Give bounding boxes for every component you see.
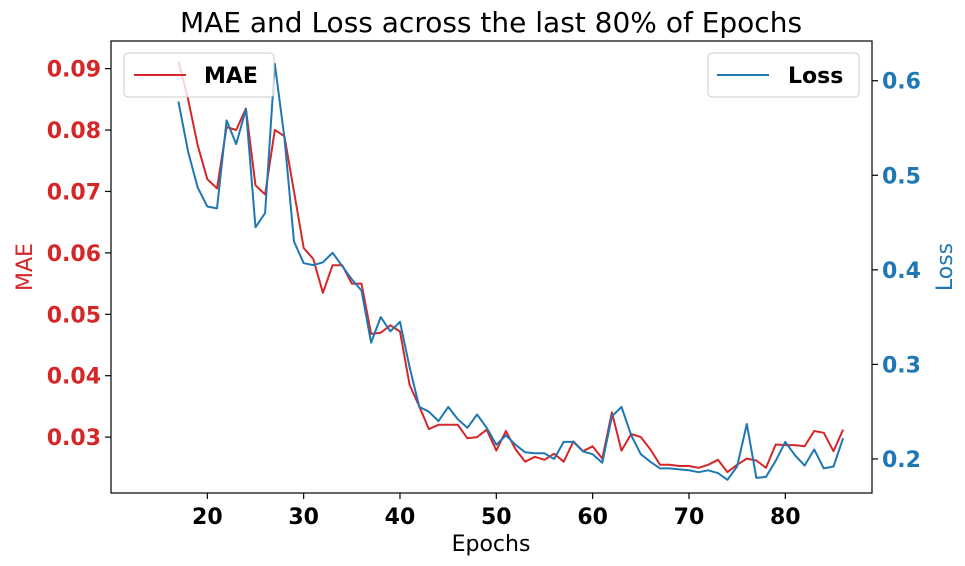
- y-left-tick-label: 0.08: [47, 119, 101, 144]
- x-tick-label: 50: [481, 505, 512, 530]
- x-tick-label: 20: [192, 505, 223, 530]
- legend-loss-label: Loss: [788, 64, 843, 89]
- x-tick-label: 70: [674, 505, 705, 530]
- series-layer: [177, 61, 845, 481]
- plot-frame: [110, 40, 873, 494]
- y-axis-left-label: MAE: [13, 243, 38, 291]
- y-right-tick-label: 0.3: [882, 353, 921, 378]
- y-left-tick-label: 0.07: [47, 180, 101, 205]
- y-left-tick-label: 0.09: [47, 58, 101, 83]
- x-axis-label: Epochs: [452, 532, 531, 557]
- legend-mae-label: MAE: [204, 64, 258, 89]
- y-left-tick-label: 0.06: [47, 242, 101, 267]
- legend-mae-box: [123, 52, 275, 98]
- y-right-tick-label: 0.4: [882, 259, 921, 284]
- y-left-tick-label: 0.05: [47, 303, 101, 328]
- series-line-loss: [177, 62, 845, 481]
- y-left-tick-label: 0.03: [47, 426, 101, 451]
- plot-area: [110, 40, 873, 494]
- plot-background: [111, 41, 872, 493]
- x-tick-label: 60: [577, 505, 608, 530]
- legend-loss: Loss: [707, 52, 860, 98]
- y-right-tick-label: 0.5: [882, 164, 921, 189]
- legend-loss-box: [707, 52, 860, 98]
- y-right-tick-label: 0.6: [882, 70, 921, 95]
- y-right-tick-label: 0.2: [882, 448, 921, 473]
- x-tick-label: 80: [770, 505, 801, 530]
- y-axis-left: 0.03 0.04 0.05 0.06 0.07 0.08 0.09: [47, 58, 111, 451]
- x-tick-label: 30: [288, 505, 319, 530]
- y-axis-right: 0.2 0.3 0.4 0.5 0.6: [872, 70, 921, 473]
- x-tick-label: 40: [385, 505, 416, 530]
- legend-mae: MAE: [123, 52, 275, 98]
- y-left-tick-label: 0.04: [47, 365, 101, 390]
- chart-title: MAE and Loss across the last 80% of Epoc…: [180, 6, 802, 39]
- y-axis-right-label: Loss: [933, 243, 958, 291]
- x-axis: 20 30 40 50 60 70 80: [192, 493, 801, 530]
